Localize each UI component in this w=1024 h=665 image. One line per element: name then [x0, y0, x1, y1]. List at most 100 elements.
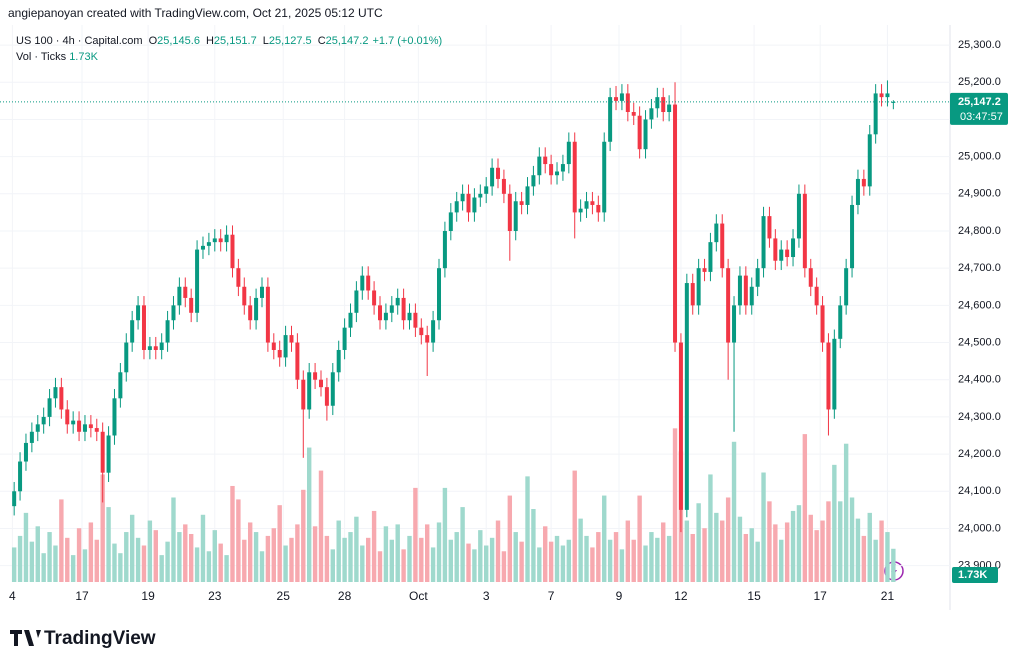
candle-body [413, 312, 418, 328]
volume-bar [118, 553, 123, 582]
volume-bar [348, 532, 353, 582]
candle-body [35, 424, 40, 432]
volume-bar [224, 555, 229, 582]
candle-body [614, 97, 619, 101]
volume-bar [419, 537, 424, 582]
candle-body [59, 387, 64, 410]
candle-body [372, 290, 377, 306]
y-tick-label: 24,800.0 [958, 225, 1001, 237]
volume-bar [88, 522, 94, 582]
candle-body [183, 286, 188, 298]
candle-body [802, 193, 807, 269]
volume-bar [655, 537, 660, 582]
volume-bar [153, 530, 158, 582]
header-text: angiepanoyan created with TradingView.co… [8, 6, 383, 20]
volume-bar [619, 549, 625, 582]
volume-bar [708, 474, 713, 582]
candle-body [796, 193, 801, 239]
y-tick-label: 25,000.0 [958, 151, 1001, 163]
volume-bar [826, 501, 831, 582]
volume-bar [336, 520, 341, 582]
volume-bar [454, 532, 459, 582]
volume-bar [41, 553, 46, 582]
candle-body [318, 379, 323, 388]
volume-bar [383, 526, 389, 582]
candle-body [407, 312, 412, 321]
volume-bar [631, 539, 636, 582]
volume-bar [371, 510, 377, 582]
candle-body [779, 249, 784, 261]
candle-body [814, 286, 819, 306]
volume-bar [720, 520, 725, 582]
volume-bar [354, 516, 359, 582]
candle-body [29, 431, 34, 443]
candle-body [12, 491, 17, 507]
volume-bar [855, 518, 861, 582]
candle-body [366, 275, 371, 291]
candle-body [537, 156, 542, 176]
candle-body [419, 327, 424, 336]
candle-body [619, 93, 624, 101]
candle-body [873, 93, 878, 135]
candle-body [348, 312, 353, 328]
candle-body [850, 204, 855, 269]
candle-body [649, 108, 654, 120]
candle-body [454, 201, 459, 213]
volume-bar [401, 549, 406, 582]
candle-body [631, 112, 636, 116]
volume-bar [737, 516, 743, 582]
candle-body [336, 349, 341, 373]
candle-body [71, 420, 76, 425]
candle-body [254, 297, 259, 321]
candle-body [224, 234, 229, 243]
volume-bar [596, 532, 601, 582]
candle-body [525, 186, 530, 205]
candle-body [65, 409, 70, 425]
y-tick-label: 24,900.0 [958, 188, 1001, 200]
volume-bar [135, 537, 141, 582]
volume-bar [590, 547, 595, 582]
candle-body [124, 342, 129, 373]
volume-bar [183, 524, 188, 582]
candle-body [171, 305, 176, 321]
volume-bar [65, 537, 70, 582]
field-value: 25,145.6 [157, 35, 200, 47]
volume-bar [885, 532, 890, 582]
volume-bar [35, 526, 40, 582]
volume-bar [324, 535, 330, 582]
candle-body [637, 115, 642, 150]
x-tick-label: 28 [338, 589, 352, 603]
candle-body [147, 346, 152, 350]
volume-bar [525, 476, 530, 582]
candle-body [295, 342, 300, 380]
candle-body [791, 238, 796, 258]
candle-body [206, 242, 211, 246]
candle-body [378, 305, 382, 321]
volume-bar [891, 548, 896, 582]
x-tick-label: 19 [141, 589, 155, 603]
last-price-label: 25,147.2 [958, 96, 1001, 108]
volume-bar [537, 547, 542, 582]
volume-bar [112, 543, 117, 582]
volume-bar [749, 528, 754, 582]
volume-bar [306, 447, 312, 582]
volume-bar [832, 464, 837, 582]
candle-body [696, 268, 701, 306]
candle-body [77, 420, 82, 432]
candle-body [442, 230, 447, 269]
candle-body [661, 97, 666, 113]
candle-body [861, 178, 866, 187]
candle-body [88, 424, 93, 429]
candle-body [478, 193, 483, 198]
candle-body [466, 193, 471, 213]
candle-body [100, 431, 105, 473]
volume-bar [29, 541, 35, 582]
candle-body [820, 305, 825, 343]
candle-body [560, 164, 565, 172]
volume-bar [802, 434, 808, 582]
x-tick-label: 3 [483, 589, 490, 603]
volume-bar [649, 532, 654, 582]
volume-bar [147, 520, 153, 582]
candle-body [271, 342, 276, 350]
volume-bar [584, 535, 589, 582]
